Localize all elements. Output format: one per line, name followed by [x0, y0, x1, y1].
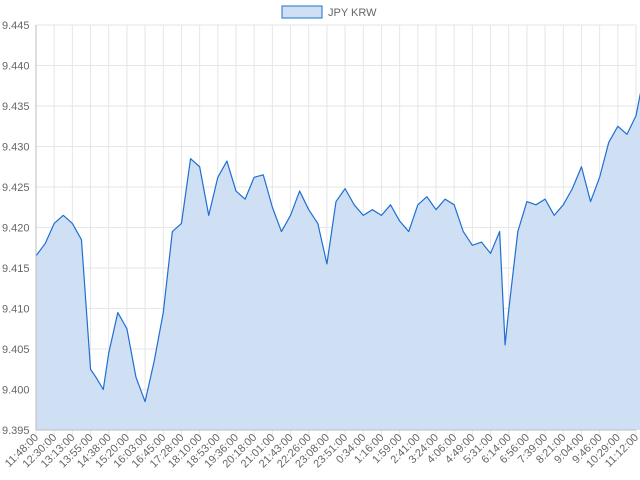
- y-tick-label: 9.400: [2, 385, 30, 397]
- axes: [35, 25, 636, 431]
- series-area: [35, 92, 640, 430]
- y-tick-label: 9.440: [2, 61, 30, 73]
- legend-swatch: [281, 5, 323, 19]
- y-tick-label: 9.425: [2, 182, 30, 194]
- y-tick-label: 9.415: [2, 263, 30, 275]
- y-tick-label: 9.435: [2, 101, 30, 113]
- y-tick-label: 9.405: [2, 344, 30, 356]
- series-fill: [36, 95, 640, 430]
- x-axis-ticks: 11:48:0012:30:0013:13:0013:55:0014:38:00…: [3, 432, 640, 471]
- y-tick-label: 9.430: [2, 142, 30, 154]
- legend-label: JPY KRW: [328, 7, 377, 19]
- y-tick-label: 9.410: [2, 304, 30, 316]
- y-axis-ticks: 9.445 9.440 9.435 9.430 9.425 9.420 9.415 9.410…: [2, 20, 30, 437]
- y-tick-label: 9.395: [2, 425, 30, 437]
- y-tick-label: 9.420: [2, 223, 30, 235]
- y-tick-label: 9.445: [2, 20, 30, 32]
- legend[interactable]: JPY KRW: [281, 5, 377, 19]
- series-line: [35, 92, 640, 403]
